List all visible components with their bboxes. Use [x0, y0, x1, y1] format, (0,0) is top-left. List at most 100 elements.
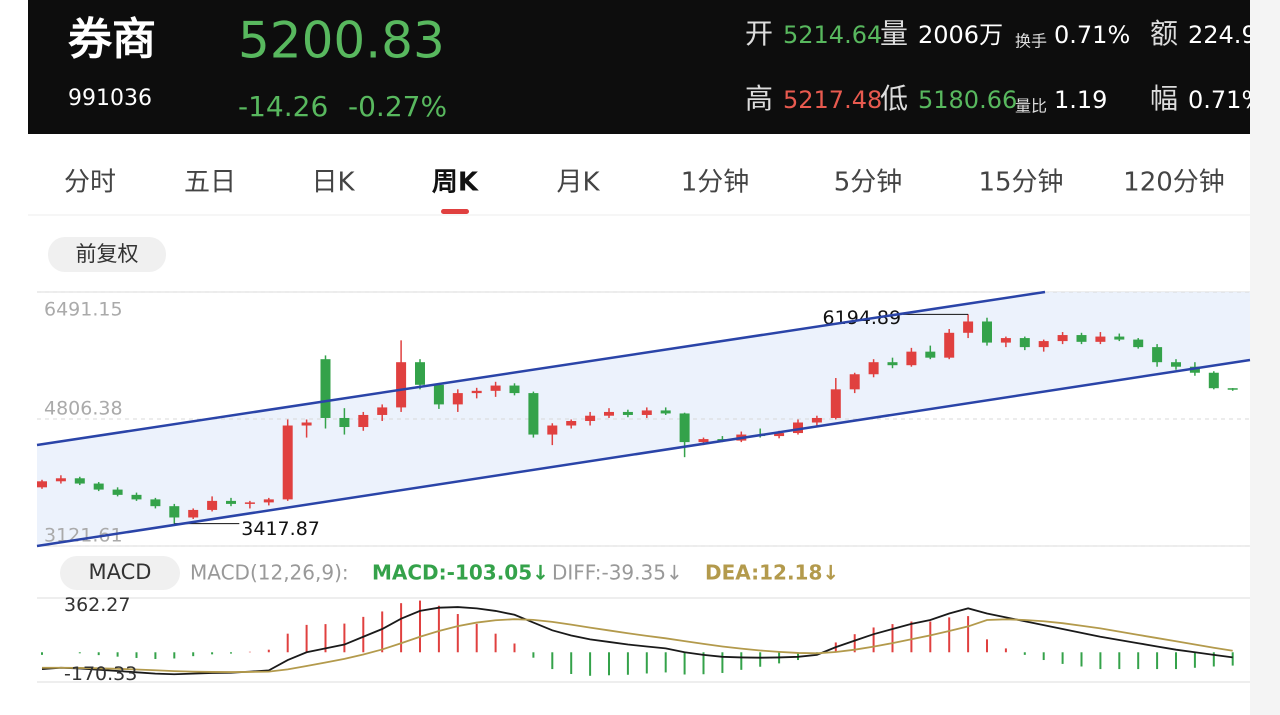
candle-body — [207, 500, 218, 510]
stat-label: 低 — [880, 82, 908, 115]
stat-value: 5180.66 — [918, 86, 1017, 114]
channel-upper — [36, 290, 1046, 447]
candle-body — [679, 413, 690, 443]
stat-label: 额 — [1150, 17, 1178, 50]
candle-body — [490, 385, 501, 391]
tab[interactable]: 月K — [556, 168, 600, 198]
candle-body — [982, 321, 992, 343]
candle-body — [963, 321, 974, 333]
stat-value: 224.9 — [1188, 21, 1257, 49]
stat-label: 高 — [745, 82, 773, 115]
candle-body — [471, 390, 482, 394]
candle-body — [1095, 336, 1106, 342]
stat-value: 1.19 — [1054, 86, 1107, 114]
stat-label: 幅 — [1150, 82, 1178, 115]
candle-body — [433, 384, 444, 405]
tab[interactable]: 周K — [432, 168, 479, 198]
candle-body — [452, 393, 463, 405]
candle-body — [698, 439, 709, 443]
tab-bar: 分时 五日 日K 周K 月K 1分钟 5分钟 15分钟 120分钟 — [64, 168, 1225, 214]
candle-body — [793, 422, 803, 434]
stock-code: 991036 — [68, 86, 152, 111]
macd-line — [41, 606, 1233, 676]
candle-body — [868, 362, 879, 375]
macd-params: MACD(12,26,9): — [190, 561, 349, 585]
candle-body — [1189, 366, 1200, 373]
candle-body — [320, 359, 331, 418]
candle-body — [604, 411, 614, 416]
tab[interactable]: 1分钟 — [681, 168, 750, 198]
candle-body — [301, 422, 312, 426]
candle-body — [282, 425, 293, 500]
adjust-label[interactable]: 前复权 — [76, 242, 139, 266]
tab[interactable]: 5分钟 — [834, 168, 903, 198]
candle-body — [244, 502, 255, 504]
candle-body — [93, 483, 104, 490]
tab[interactable]: 日K — [311, 168, 355, 198]
y-tick-label: 362.27 — [64, 594, 130, 616]
y-tick-label: 6491.15 — [44, 299, 123, 321]
candle-body — [131, 494, 142, 500]
candle-body — [641, 410, 652, 415]
candle-body — [150, 499, 161, 507]
stat-label: 换手 — [1015, 32, 1047, 51]
stat-value: 0.71% — [1188, 86, 1264, 114]
channel-fill — [37, 292, 1250, 546]
candle-body — [811, 417, 822, 423]
candle-body — [925, 351, 936, 358]
stat-value: 5214.64 — [783, 21, 882, 49]
candle-body — [566, 420, 577, 426]
candle-body — [415, 362, 425, 385]
tab[interactable]: 五日 — [184, 168, 236, 198]
adjust-button[interactable] — [48, 237, 166, 272]
tab[interactable]: 分时 — [64, 168, 116, 198]
candle-body — [263, 499, 274, 503]
macd-button[interactable] — [60, 556, 180, 590]
candle-body — [849, 374, 860, 390]
candle-body — [377, 407, 388, 415]
candle-body — [660, 410, 671, 414]
stat-value: 0.71% — [1054, 21, 1130, 49]
candle-body — [1000, 338, 1011, 343]
stat-label: 开 — [745, 17, 773, 50]
low-label: 3417.87 — [241, 518, 320, 540]
candle-body — [1227, 388, 1238, 390]
side-strip — [1250, 0, 1280, 715]
candle-body — [339, 417, 350, 428]
candle-body — [112, 489, 123, 495]
stat-label: 量 — [880, 17, 908, 50]
y-tick-label: -170.33 — [64, 663, 137, 685]
change: -14.26 — [238, 90, 328, 123]
candle-body — [1152, 347, 1163, 363]
candle-body — [1038, 341, 1049, 348]
macd-button-label[interactable]: MACD — [89, 560, 152, 584]
y-tick-label: 4806.38 — [44, 398, 123, 420]
candle-body — [55, 478, 66, 482]
candle-body — [169, 506, 180, 518]
candle-body — [1114, 336, 1125, 340]
header-bg — [28, 0, 1250, 134]
tab[interactable]: 15分钟 — [978, 168, 1063, 198]
candle-body — [1076, 335, 1087, 342]
macd-value: MACD:-103.05↓ — [372, 561, 549, 585]
header: 券商 991036 5200.83 -14.26 -0.27% 开 5214.6… — [68, 12, 1264, 124]
change-pct: -0.27% — [348, 90, 447, 123]
candle-body — [1133, 339, 1144, 348]
price: 5200.83 — [238, 12, 445, 70]
candle-body — [528, 393, 539, 435]
candle-body — [585, 415, 596, 421]
candle-body — [1057, 335, 1068, 342]
candle-body — [547, 425, 558, 435]
candle-body — [37, 481, 47, 488]
diff-value: DIFF:-39.35↓ — [552, 561, 683, 585]
candle-body — [509, 385, 520, 394]
stat-label: 量比 — [1015, 97, 1047, 116]
tab[interactable]: 120分钟 — [1123, 168, 1225, 198]
candle-body — [188, 509, 199, 518]
candle-body — [358, 414, 369, 428]
dea-value: DEA:12.18↓ — [705, 561, 839, 585]
candle-body — [774, 433, 785, 437]
candle-body — [887, 362, 898, 366]
candle-body — [1019, 338, 1030, 348]
